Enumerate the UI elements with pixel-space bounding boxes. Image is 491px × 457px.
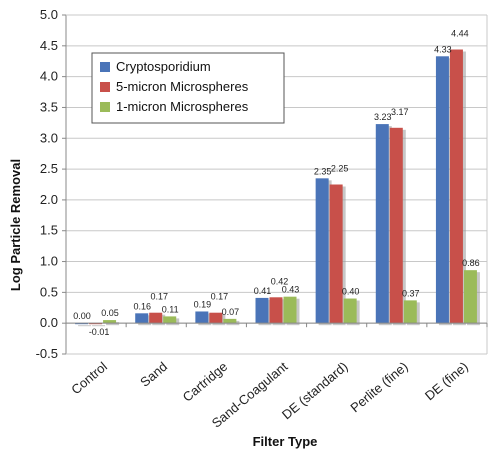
y-axis-title: Log Particle Removal <box>8 159 23 291</box>
bar-shadow <box>78 325 92 327</box>
data-label: 4.44 <box>451 29 469 39</box>
bar <box>389 127 403 324</box>
legend-swatch <box>100 102 110 112</box>
data-label: 4.33 <box>434 44 452 54</box>
legend-swatch <box>100 82 110 92</box>
y-tick-label: 5.0 <box>40 7 58 22</box>
y-tick-label: 0.0 <box>40 315 58 330</box>
legend-label: 5-micron Microspheres <box>116 79 249 94</box>
bar <box>315 178 329 324</box>
bar-shadow <box>92 325 106 327</box>
data-label: 3.23 <box>374 112 392 122</box>
y-tick-label: 1.0 <box>40 254 58 269</box>
data-label: 2.25 <box>331 164 349 174</box>
x-category-label: Control <box>68 359 110 398</box>
data-label: 0.16 <box>133 301 151 311</box>
data-label: 0.43 <box>282 285 300 295</box>
bar <box>343 298 357 324</box>
bar <box>135 313 149 324</box>
legend: Cryptosporidium 5-micron Microspheres 1-mi… <box>91 52 285 124</box>
data-label: 0.00 <box>73 311 91 321</box>
x-axis-title: Filter Type <box>253 434 318 449</box>
y-tick-label: 2.0 <box>40 192 58 207</box>
bar <box>329 184 343 324</box>
data-labels: 0.00-0.010.050.160.170.11 0.190.170.070.4… <box>73 29 479 338</box>
x-category-label: Cartridge <box>180 359 231 405</box>
bar <box>435 56 449 324</box>
legend-box <box>91 52 285 124</box>
data-label: 0.40 <box>342 287 360 297</box>
data-label: 0.17 <box>150 292 168 302</box>
data-label: 0.07 <box>222 307 240 317</box>
x-category-label: DE (fine) <box>422 359 471 403</box>
bar <box>283 296 297 324</box>
y-tick-label: 0.5 <box>40 284 58 299</box>
legend-label: Cryptosporidium <box>116 59 211 74</box>
bars <box>75 49 480 327</box>
y-tick-label: 2.5 <box>40 161 58 176</box>
y-tick-label: 4.0 <box>40 69 58 84</box>
x-category-label: Perlite (fine) <box>347 359 410 416</box>
data-label: 0.41 <box>254 286 272 296</box>
legend-label: 1-micron Microspheres <box>116 99 249 114</box>
data-label: 0.17 <box>211 292 229 302</box>
bar <box>149 312 163 324</box>
data-label: 0.19 <box>194 299 212 309</box>
data-label: 0.05 <box>101 308 119 318</box>
data-label: 0.11 <box>162 304 179 314</box>
data-label: 0.86 <box>462 258 480 268</box>
bar <box>223 318 237 324</box>
y-tick-label: 1.5 <box>40 223 58 238</box>
y-tick-label: 3.0 <box>40 130 58 145</box>
y-tick-label: 4.5 <box>40 38 58 53</box>
bar <box>255 297 269 324</box>
bar <box>195 311 209 324</box>
bar <box>463 270 477 324</box>
legend-swatch <box>100 62 110 72</box>
bar <box>269 297 283 324</box>
data-label: 0.37 <box>402 288 420 298</box>
x-category-label: DE (standard) <box>279 359 351 423</box>
bar <box>209 312 223 324</box>
y-tick-label: 3.5 <box>40 99 58 114</box>
y-tick-label: -0.5 <box>36 346 58 361</box>
bar <box>163 316 177 324</box>
data-label: 3.17 <box>391 107 409 117</box>
bar <box>403 300 417 324</box>
data-label: 2.35 <box>314 166 332 176</box>
data-label: -0.01 <box>89 327 110 337</box>
bar <box>103 320 117 324</box>
bar <box>449 49 463 324</box>
data-label: 0.42 <box>271 276 289 286</box>
x-category-label: Sand <box>137 359 170 390</box>
y-tick-labels: -0.5 0.0 0.5 1.0 1.5 2.0 2.5 3.0 3.5 4.0 4.5 5.0 <box>36 7 66 361</box>
bar <box>375 124 389 324</box>
axes <box>65 14 488 355</box>
